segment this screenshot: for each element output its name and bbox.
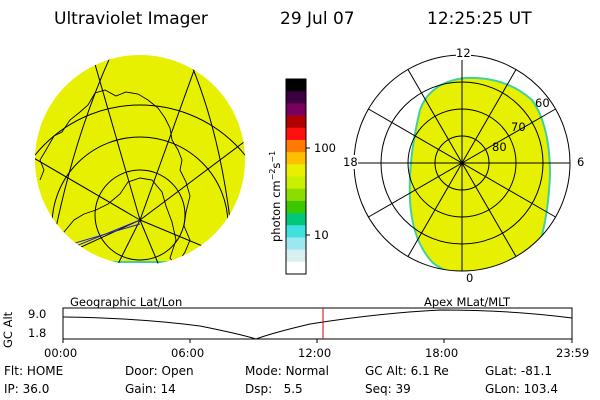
mlt-label-0: 0 bbox=[466, 271, 474, 285]
xtick-0000: 00:00 bbox=[44, 346, 78, 360]
coastline bbox=[39, 89, 191, 265]
color-scale-swatch bbox=[286, 188, 306, 202]
status-mode: Mode: Normal bbox=[245, 364, 329, 378]
status-gain: Gain: 14 bbox=[125, 382, 176, 396]
mlt-label-6: 6 bbox=[577, 155, 585, 169]
color-scale-swatch bbox=[286, 91, 306, 104]
auroral-image-right bbox=[408, 76, 552, 271]
color-scale-swatch bbox=[286, 176, 306, 190]
auroral-image-left bbox=[35, 55, 245, 263]
color-scale-swatch bbox=[286, 164, 306, 178]
colorbar-unit-label: photon cm−2s−1 bbox=[268, 150, 283, 242]
color-scale-bar bbox=[286, 79, 306, 275]
color-scale-swatch bbox=[286, 237, 306, 251]
xtick-2359: 23:59 bbox=[556, 346, 590, 360]
status-glon: GLon: 103.4 bbox=[485, 382, 558, 396]
geographic-label: Geographic Lat/Lon bbox=[70, 295, 183, 309]
magnetic-polar-plot bbox=[353, 54, 571, 272]
date-label: 29 Jul 07 bbox=[280, 9, 355, 29]
colorbar-tick-10: 10 bbox=[314, 228, 329, 242]
color-scale-swatch bbox=[286, 103, 306, 117]
timeline-ylabel: GC Alt bbox=[1, 311, 15, 348]
status-dsp: Dsp: 5.5 bbox=[245, 382, 303, 396]
xtick-1800: 18:00 bbox=[425, 346, 459, 360]
status-door: Door: Open bbox=[125, 364, 194, 378]
apex-label: Apex MLat/MLT bbox=[424, 295, 511, 309]
mlat-label-70: 70 bbox=[511, 120, 526, 134]
app-title: Ultraviolet Imager bbox=[54, 9, 208, 29]
status-gc-alt: GC Alt: 6.1 Re bbox=[365, 364, 449, 378]
color-scale-swatch bbox=[286, 213, 306, 226]
color-scale-swatch bbox=[286, 139, 306, 153]
mlt-label-18: 18 bbox=[343, 155, 358, 169]
color-scale-swatch bbox=[286, 249, 306, 263]
mlat-label-60: 60 bbox=[535, 96, 550, 110]
color-scale-swatch bbox=[286, 200, 306, 214]
colorbar-tick-100: 100 bbox=[314, 141, 336, 155]
mlt-label-12: 12 bbox=[456, 46, 471, 60]
color-scale-swatch bbox=[286, 225, 306, 239]
time-label: 12:25:25 UT bbox=[427, 9, 532, 29]
color-scale-swatch bbox=[286, 152, 306, 165]
color-scale-swatch bbox=[286, 127, 306, 141]
mlat-label-80: 80 bbox=[492, 140, 507, 154]
status-flt: Flt: HOME bbox=[4, 364, 64, 378]
orbit-timeline bbox=[62, 307, 573, 343]
status-seq: Seq: 39 bbox=[365, 382, 411, 396]
color-scale-swatch bbox=[286, 115, 306, 129]
color-scale-swatch bbox=[286, 261, 306, 275]
color-scale-swatch bbox=[286, 79, 306, 92]
status-glat: GLat: -81.1 bbox=[485, 364, 552, 378]
color-scale-frame bbox=[285, 78, 307, 275]
altitude-curve bbox=[62, 309, 573, 340]
ytick-1-8: 1.8 bbox=[28, 326, 47, 340]
status-ip: IP: 36.0 bbox=[4, 382, 50, 396]
xtick-1200: 12:00 bbox=[298, 346, 332, 360]
xtick-0600: 06:00 bbox=[171, 346, 205, 360]
ytick-9: 9.0 bbox=[28, 307, 47, 321]
geographic-map bbox=[35, 55, 245, 265]
